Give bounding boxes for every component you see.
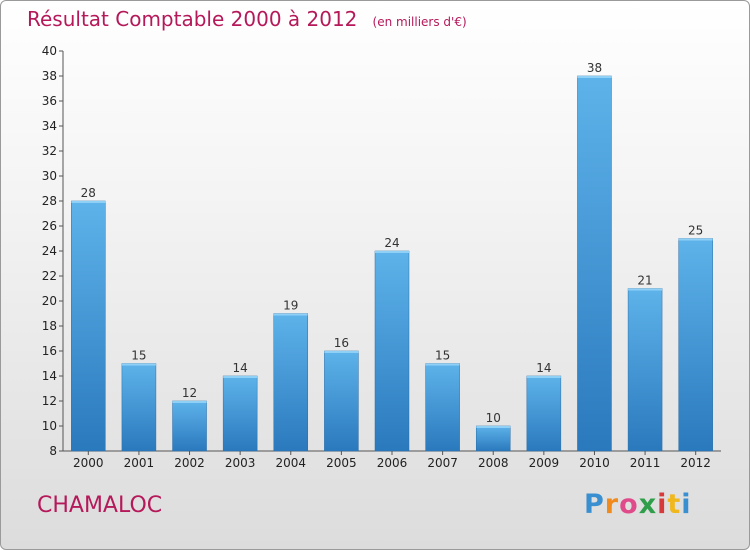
x-tick-label: 2008	[478, 456, 509, 470]
y-tick-label: 12	[42, 394, 57, 408]
y-tick-label: 24	[42, 244, 57, 258]
y-tick-label: 26	[42, 219, 57, 233]
bar	[172, 400, 207, 452]
x-tick-label: 2003	[225, 456, 256, 470]
bar-highlight	[121, 363, 156, 366]
bar-highlight	[476, 426, 511, 428]
bar-highlight	[375, 251, 409, 253]
bar-highlight	[628, 288, 663, 291]
bar	[374, 250, 410, 452]
y-tick-label: 22	[42, 269, 57, 283]
data-label: 24	[384, 236, 399, 250]
bar	[678, 238, 713, 452]
y-tick-label: 34	[42, 119, 57, 133]
bar-highlight	[425, 363, 460, 366]
x-tick-label: 2009	[529, 456, 560, 470]
y-tick-label: 16	[42, 344, 57, 358]
data-label: 14	[536, 361, 551, 375]
bar-highlight	[273, 313, 308, 316]
bar-highlight	[678, 238, 713, 241]
data-label: 10	[486, 411, 501, 425]
data-label: 16	[334, 336, 349, 350]
bar-highlight	[324, 351, 359, 353]
data-label: 12	[182, 386, 197, 400]
bar-highlight	[172, 401, 207, 403]
data-label: 15	[131, 349, 146, 363]
bar	[324, 350, 359, 452]
y-tick-label: 10	[42, 419, 57, 433]
y-tick-label: 18	[42, 319, 57, 333]
y-tick-label: 40	[42, 44, 57, 58]
logo-letter: t	[667, 489, 682, 520]
logo-letter: o	[619, 489, 639, 520]
logo-letter: P	[584, 489, 605, 520]
bar	[627, 288, 663, 452]
x-tick-label: 2012	[680, 456, 711, 470]
bar	[71, 200, 106, 452]
bar	[222, 375, 258, 452]
proxiti-logo: Proxiti	[584, 489, 692, 520]
data-label: 21	[637, 274, 652, 288]
y-tick-label: 30	[42, 169, 57, 183]
x-tick-label: 2007	[427, 456, 458, 470]
x-tick-label: 2000	[73, 456, 104, 470]
x-tick-label: 2001	[124, 456, 155, 470]
data-label: 28	[81, 186, 96, 200]
title-row: Résultat Comptable 2000 à 2012 (en milli…	[27, 7, 467, 31]
bar	[425, 363, 460, 452]
data-label: 14	[233, 361, 248, 375]
y-tick-label: 38	[42, 69, 57, 83]
logo-letter: i	[657, 489, 668, 520]
data-label: 25	[688, 224, 703, 238]
y-tick-label: 20	[42, 294, 57, 308]
bar	[121, 363, 157, 452]
bar	[475, 425, 511, 452]
bar	[526, 375, 562, 452]
y-tick-label: 28	[42, 194, 57, 208]
x-tick-label: 2006	[377, 456, 408, 470]
bar-highlight	[577, 76, 612, 78]
x-tick-label: 2005	[326, 456, 357, 470]
data-label: 19	[283, 299, 298, 313]
logo-letter: i	[681, 489, 692, 520]
chart-title: Résultat Comptable 2000 à 2012	[27, 7, 358, 31]
logo-letter: r	[604, 489, 620, 520]
bar-highlight	[71, 201, 106, 203]
logo-letter: x	[638, 489, 658, 520]
x-tick-label: 2011	[630, 456, 661, 470]
y-tick-label: 36	[42, 94, 57, 108]
x-tick-label: 2002	[174, 456, 205, 470]
bar	[577, 75, 612, 452]
data-label: 15	[435, 349, 450, 363]
y-tick-label: 8	[49, 444, 57, 458]
bar	[273, 313, 309, 452]
bar-highlight	[223, 376, 258, 378]
x-tick-label: 2010	[579, 456, 610, 470]
data-label: 38	[587, 61, 602, 75]
y-tick-label: 14	[42, 369, 57, 383]
y-tick-label: 32	[42, 144, 57, 158]
place-name: CHAMALOC	[37, 493, 163, 518]
chart-subtitle: (en milliers d'€)	[372, 15, 467, 29]
x-tick-label: 2004	[275, 456, 306, 470]
bar-highlight	[526, 376, 561, 378]
